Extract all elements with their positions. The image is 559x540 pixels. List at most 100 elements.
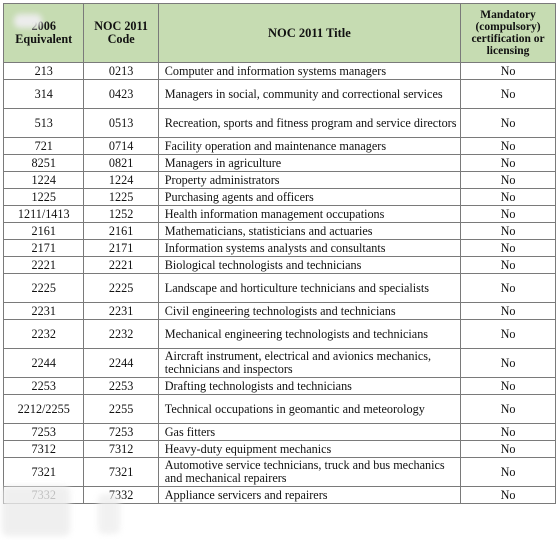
mandatory-cell: No [460, 302, 556, 320]
mandatory-cell: No [460, 222, 556, 240]
table-row: 2161 2161 Mathematicians, statisticians an… [2, 222, 556, 240]
title-cell: Managers in social, community and correc… [157, 79, 462, 109]
noc2011-cell: 7312 [83, 440, 159, 458]
title-cell: Aircraft instrument, electrical and avio… [157, 348, 462, 378]
title-cell: Health information management occupation… [157, 205, 462, 223]
noc2011-cell: 0714 [83, 137, 159, 155]
table-row: 2212/2255 2255 Technical occupations in ge… [2, 394, 556, 424]
title-cell: Managers in agriculture [157, 154, 462, 172]
title-cell: Landscape and horticulture technicians a… [157, 273, 462, 303]
table-row: 7312 7312 Heavy-duty equipment mechanics No [2, 440, 556, 458]
blur-overlay-bottom-code [98, 494, 120, 534]
table-row: 2244 2244 Aircraft instrument, electrical … [2, 348, 556, 378]
blur-overlay-bottom-left [2, 486, 70, 536]
title-cell: Biological technologists and technicians [157, 256, 462, 274]
header-row: 2006 Equivalent NOC 2011 Code NOC 2011 T… [2, 3, 556, 63]
noc2011-cell: 2244 [83, 348, 159, 378]
noc2006-cell: 1225 [2, 188, 85, 206]
header-title-text: NOC 2011 Title [267, 25, 351, 40]
title-cell: Recreation, sports and fitness program a… [157, 108, 462, 138]
noc2006-cell: 2221 [2, 256, 85, 274]
mandatory-cell: No [460, 457, 556, 487]
noc2011-cell: 2221 [83, 256, 159, 274]
noc2011-cell: 2161 [83, 222, 159, 240]
table-row: 2232 2232 Mechanical engineering technolog… [2, 319, 556, 349]
mandatory-cell: No [460, 377, 556, 395]
noc2011-cell: 0423 [83, 79, 159, 109]
noc2006-cell: 7253 [2, 423, 85, 441]
noc2006-cell: 513 [2, 108, 85, 138]
mandatory-cell: No [460, 486, 556, 504]
noc2011-cell: 2232 [83, 319, 159, 349]
mandatory-cell: No [460, 256, 556, 274]
noc2011-cell: 1225 [83, 188, 159, 206]
mandatory-cell: No [460, 440, 556, 458]
mandatory-cell: No [460, 154, 556, 172]
title-cell: Property administrators [157, 171, 462, 189]
title-cell: Mechanical engineering technologists and… [157, 319, 462, 349]
noc2011-cell: 0213 [83, 62, 159, 80]
noc2011-cell: 2255 [83, 394, 159, 424]
noc2011-cell: 2253 [83, 377, 159, 395]
noc2011-cell: 0821 [83, 154, 159, 172]
blur-overlay-header [14, 14, 42, 28]
mandatory-cell: No [460, 79, 556, 109]
table-row: 7321 7321 Automotive service technicians, … [2, 457, 556, 487]
noc2006-cell: 2212/2255 [2, 394, 85, 424]
noc2006-cell: 2225 [2, 273, 85, 303]
title-cell: Gas fitters [157, 423, 462, 441]
noc2006-cell: 213 [2, 62, 85, 80]
noc2011-cell: 1224 [83, 171, 159, 189]
noc2006-cell: 7312 [2, 440, 85, 458]
title-cell: Purchasing agents and officers [157, 188, 462, 206]
noc2011-cell: 2231 [83, 302, 159, 320]
title-cell: Information systems analysts and consult… [157, 239, 462, 257]
noc2006-cell: 1224 [2, 171, 85, 189]
table-row: 8251 0821 Managers in agriculture No [2, 154, 556, 172]
mandatory-cell: No [460, 273, 556, 303]
header-noc2011-code: NOC 2011 Code [83, 3, 159, 63]
noc2006-cell: 8251 [2, 154, 85, 172]
noc2006-cell: 2161 [2, 222, 85, 240]
noc2011-cell: 2225 [83, 273, 159, 303]
noc2011-cell: 1252 [83, 205, 159, 223]
table-row: 1211/1413 1252 Health information manageme… [2, 205, 556, 223]
table-row: 2225 2225 Landscape and horticulture techn… [2, 273, 556, 303]
title-cell: Appliance servicers and repairers [157, 486, 462, 504]
noc2006-cell: 2171 [2, 239, 85, 257]
table-row: 513 0513 Recreation, sports and fitness pr… [2, 108, 556, 138]
title-cell: Facility operation and maintenance manag… [157, 137, 462, 155]
table-row: 2253 2253 Drafting technologists and techn… [2, 377, 556, 395]
header-noc2011-text: NOC 2011 Code [94, 19, 149, 46]
mandatory-cell: No [460, 171, 556, 189]
noc2011-cell: 7253 [83, 423, 159, 441]
title-cell: Mathematicians, statisticians and actuar… [157, 222, 462, 240]
table-row: 1224 1224 Property administrators No [2, 171, 556, 189]
header-mandatory: Mandatory (compulsory) certification or … [460, 3, 556, 63]
mandatory-cell: No [460, 239, 556, 257]
title-cell: Drafting technologists and technicians [157, 377, 462, 395]
noc-table: 2006 Equivalent NOC 2011 Code NOC 2011 T… [2, 3, 556, 504]
table-row: 2171 2171 Information systems analysts and… [2, 239, 556, 257]
header-title: NOC 2011 Title [157, 3, 462, 63]
table-row: 314 0423 Managers in social, community and… [2, 79, 556, 109]
noc2006-cell: 2232 [2, 319, 85, 349]
mandatory-cell: No [460, 423, 556, 441]
noc2006-cell: 7321 [2, 457, 85, 487]
title-cell: Heavy-duty equipment mechanics [157, 440, 462, 458]
title-cell: Civil engineering technologists and tech… [157, 302, 462, 320]
header-noc2006: 2006 Equivalent [2, 3, 85, 63]
noc2006-cell: 2231 [2, 302, 85, 320]
mandatory-cell: No [460, 188, 556, 206]
noc2006-cell: 314 [2, 79, 85, 109]
table-row: 73327332Appliance servicers and repairer… [2, 486, 556, 504]
table-row: 2221 2221 Biological technologists and tec… [2, 256, 556, 274]
table-row: 213 0213 Computer and information systems … [2, 62, 556, 80]
title-cell: Computer and information systems manager… [157, 62, 462, 80]
noc2011-cell: 2171 [83, 239, 159, 257]
title-cell: Automotive service technicians, truck an… [157, 457, 462, 487]
table-row: 7253 7253 Gas fitters No [2, 423, 556, 441]
noc2006-cell: 2253 [2, 377, 85, 395]
noc2006-cell: 1211/1413 [2, 205, 85, 223]
noc2011-cell: 7321 [83, 457, 159, 487]
